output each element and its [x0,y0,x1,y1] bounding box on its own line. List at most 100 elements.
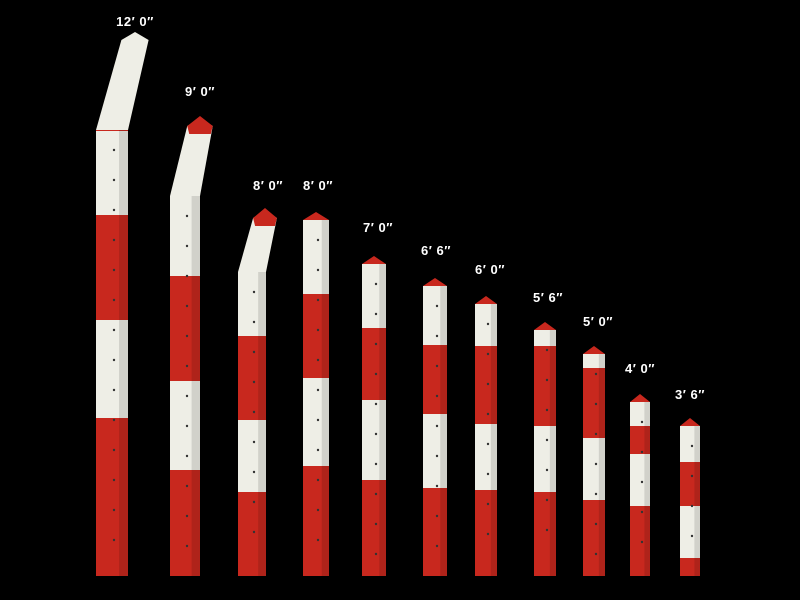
post-dot [374,312,378,316]
height-label: 3′ 6″ [675,387,705,402]
post-dot [435,514,439,518]
height-label: 4′ 0″ [625,361,655,376]
post-dot [690,504,694,508]
marker-post-4 [303,212,329,576]
height-label: 6′ 6″ [421,243,451,258]
post-band-red [303,294,329,378]
post-band-white [475,304,497,346]
post-dot [690,474,694,478]
post-dot [594,372,598,376]
height-label: 8′ 0″ [253,178,283,193]
post-dot [185,214,189,218]
post-shade [549,330,556,576]
height-label: 5′ 0″ [583,314,613,329]
post-dot [316,298,320,302]
post-dot [112,208,116,212]
post-band-red [475,346,497,424]
post-dot [640,450,644,454]
post-dot [112,268,116,272]
post-dot [185,544,189,548]
post-band-white [303,220,329,294]
post-dot [112,388,116,392]
post-dot [690,534,694,538]
post-dot [486,502,490,506]
height-label: 5′ 6″ [533,290,563,305]
marker-post-10 [630,394,650,576]
post-dot [316,328,320,332]
post-dot [435,334,439,338]
post-band-white [534,330,556,346]
post-band-red [534,492,556,576]
post-dot [486,382,490,386]
post-shade [644,402,650,576]
post-dot [185,424,189,428]
marker-post-5 [362,256,386,576]
post-band-red [680,462,700,506]
post-dot [112,148,116,152]
marker-post-6 [423,278,447,576]
post-band-red [238,492,266,576]
post-cap [630,394,650,402]
marker-post-11 [680,418,700,576]
post-band-red [362,328,386,400]
post-band-white [96,320,128,418]
post-dot [112,298,116,302]
post-band-red [423,345,447,414]
post-dot [252,320,256,324]
post-shade [490,304,497,576]
post-band-red [680,558,700,576]
post-cap [303,212,329,220]
post-shade [258,272,266,576]
post-dot [374,372,378,376]
post-dot [545,498,549,502]
post-shade [598,354,605,576]
post-shade [379,264,386,576]
post-band-red [534,346,556,426]
post-dot [594,552,598,556]
post-dot [112,448,116,452]
post-angled-top [170,118,213,196]
marker-post-2 [170,116,213,576]
post-dot [185,514,189,518]
post-dot [435,304,439,308]
post-band-white [534,426,556,492]
post-dot [486,472,490,476]
post-dot [374,462,378,466]
post-dot [435,454,439,458]
marker-post-7 [475,296,497,576]
post-cap [534,322,556,330]
post-dot [112,418,116,422]
post-dot [594,432,598,436]
post-dot [374,522,378,526]
post-band-white [170,196,200,276]
post-dot [316,238,320,242]
post-band-red [630,506,650,576]
post-band-red [238,336,266,420]
post-dot [316,448,320,452]
post-dot [252,530,256,534]
post-cap [583,346,605,354]
post-band-white [680,506,700,558]
post-band-red [583,500,605,576]
post-band-red [583,368,605,438]
post-dot [374,342,378,346]
post-dot [252,440,256,444]
marker-post-1 [96,32,149,576]
post-band-white [96,131,128,215]
height-label: 9′ 0″ [185,84,215,99]
post-dot [185,304,189,308]
post-band-white [475,424,497,490]
post-dot [185,364,189,368]
post-band-white [680,426,700,462]
post-dot [545,378,549,382]
post-dot [185,454,189,458]
post-dot [185,274,189,278]
post-dot [486,532,490,536]
post-dot [594,402,598,406]
post-band-red [630,426,650,454]
post-band-white [362,400,386,480]
post-dot [374,492,378,496]
post-dot [545,528,549,532]
post-dot [252,350,256,354]
post-shade [694,426,700,576]
